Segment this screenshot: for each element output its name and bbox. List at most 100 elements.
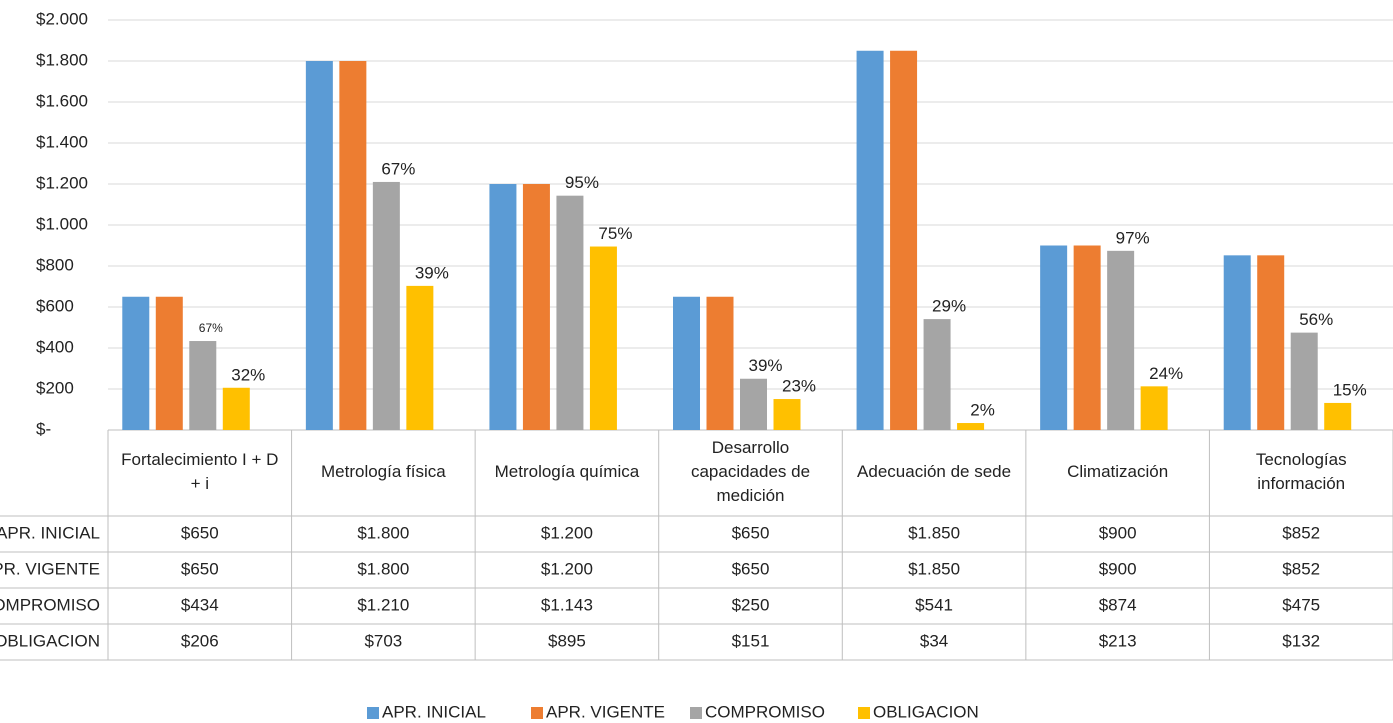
table-cell: $650 bbox=[181, 523, 219, 542]
table-cell: $1.850 bbox=[908, 523, 960, 542]
data-label: 2% bbox=[970, 401, 995, 420]
table-cell: $434 bbox=[181, 595, 219, 614]
table-cell: $650 bbox=[181, 559, 219, 578]
bar bbox=[1290, 332, 1318, 430]
table-cell: $1.143 bbox=[541, 595, 593, 614]
bar bbox=[189, 341, 217, 430]
bar bbox=[122, 296, 150, 430]
y-tick-label: $800 bbox=[36, 255, 74, 274]
legend-label: APR. INICIAL bbox=[382, 702, 486, 721]
y-tick-label: $2.000 bbox=[36, 9, 88, 28]
y-tick-label: $400 bbox=[36, 337, 74, 356]
table-cell: $151 bbox=[732, 631, 770, 650]
legend-label: COMPROMISO bbox=[705, 702, 825, 721]
bar bbox=[773, 399, 801, 430]
bar bbox=[489, 184, 517, 430]
data-label: 95% bbox=[565, 173, 599, 192]
bar bbox=[923, 319, 951, 430]
x-tick-label: Metrología química bbox=[495, 462, 640, 481]
table-row-header: APR. VIGENTE bbox=[0, 559, 100, 578]
data-label: 97% bbox=[1116, 228, 1150, 247]
bar bbox=[740, 378, 767, 430]
y-tick-label: $1.000 bbox=[36, 214, 88, 233]
table-cell: $852 bbox=[1282, 523, 1320, 542]
bar bbox=[673, 296, 700, 430]
bar bbox=[222, 387, 250, 430]
table-cell: $650 bbox=[732, 523, 770, 542]
y-tick-label: $1.600 bbox=[36, 91, 88, 110]
x-tick-label: Metrología física bbox=[321, 462, 446, 481]
data-label: 39% bbox=[748, 356, 782, 375]
table-cell: $900 bbox=[1099, 559, 1137, 578]
bar bbox=[155, 296, 183, 430]
table-cell: $34 bbox=[920, 631, 948, 650]
table-cell: $1.800 bbox=[357, 523, 409, 542]
data-label: 56% bbox=[1299, 310, 1333, 329]
table-cell: $1.200 bbox=[541, 559, 593, 578]
table-cell: $206 bbox=[181, 631, 219, 650]
bar bbox=[1107, 250, 1135, 430]
table-cell: $475 bbox=[1282, 595, 1320, 614]
table-cell: $132 bbox=[1282, 631, 1320, 650]
bar bbox=[1140, 386, 1168, 430]
bar bbox=[1324, 402, 1352, 430]
table-cell: $1.800 bbox=[357, 559, 409, 578]
bar bbox=[522, 184, 550, 430]
table-cell: $213 bbox=[1099, 631, 1137, 650]
x-tick-label: Fortalecimiento I + D + i bbox=[121, 450, 278, 493]
bar bbox=[406, 285, 434, 430]
data-label: 32% bbox=[231, 365, 265, 384]
x-tick-label: Tecnologías información bbox=[1256, 450, 1347, 493]
data-label: 67% bbox=[199, 321, 223, 335]
table-cell: $1.210 bbox=[357, 595, 409, 614]
table-cell: $895 bbox=[548, 631, 586, 650]
bar bbox=[706, 296, 734, 430]
bar bbox=[1223, 255, 1251, 430]
data-label: 67% bbox=[381, 159, 415, 178]
x-tick-label: Adecuación de sede bbox=[857, 462, 1011, 481]
data-label: 24% bbox=[1149, 364, 1183, 383]
data-label: 75% bbox=[598, 224, 632, 243]
bar bbox=[1040, 245, 1068, 430]
bar bbox=[589, 246, 617, 430]
table-cell: $1.850 bbox=[908, 559, 960, 578]
data-label: 29% bbox=[932, 297, 966, 316]
y-tick-label: $1.200 bbox=[36, 173, 88, 192]
bar bbox=[305, 61, 333, 430]
table-cell: $703 bbox=[364, 631, 402, 650]
table-row-header: COMPROMISO bbox=[0, 595, 100, 614]
data-label: 23% bbox=[782, 377, 816, 396]
legend-swatch bbox=[690, 707, 702, 719]
data-label: 39% bbox=[415, 263, 449, 282]
table-cell: $650 bbox=[732, 559, 770, 578]
table-cell: $541 bbox=[915, 595, 953, 614]
legend-swatch bbox=[367, 707, 379, 719]
table-row-header: OBLIGACION bbox=[0, 631, 100, 650]
bar bbox=[1257, 255, 1285, 430]
bar bbox=[372, 181, 400, 430]
bar bbox=[1073, 245, 1101, 430]
legend-label: OBLIGACION bbox=[873, 702, 979, 721]
y-tick-label: $- bbox=[36, 419, 51, 438]
bar bbox=[856, 50, 884, 430]
y-tick-label: $600 bbox=[36, 296, 74, 315]
y-tick-label: $1.800 bbox=[36, 50, 88, 69]
y-tick-label: $1.400 bbox=[36, 132, 88, 151]
legend-label: APR. VIGENTE bbox=[546, 702, 665, 721]
table-cell: $874 bbox=[1099, 595, 1137, 614]
table-row-header: APR. INICIAL bbox=[0, 523, 100, 542]
table-cell: $852 bbox=[1282, 559, 1320, 578]
table-cell: $250 bbox=[732, 595, 770, 614]
bar bbox=[890, 50, 918, 430]
x-tick-label: Climatización bbox=[1067, 462, 1168, 481]
table-cell: $1.200 bbox=[541, 523, 593, 542]
bar bbox=[957, 423, 985, 430]
bar bbox=[339, 61, 367, 430]
bar bbox=[556, 195, 584, 430]
legend-swatch bbox=[531, 707, 543, 719]
legend-swatch bbox=[858, 707, 870, 719]
table-cell: $900 bbox=[1099, 523, 1137, 542]
y-tick-label: $200 bbox=[36, 378, 74, 397]
